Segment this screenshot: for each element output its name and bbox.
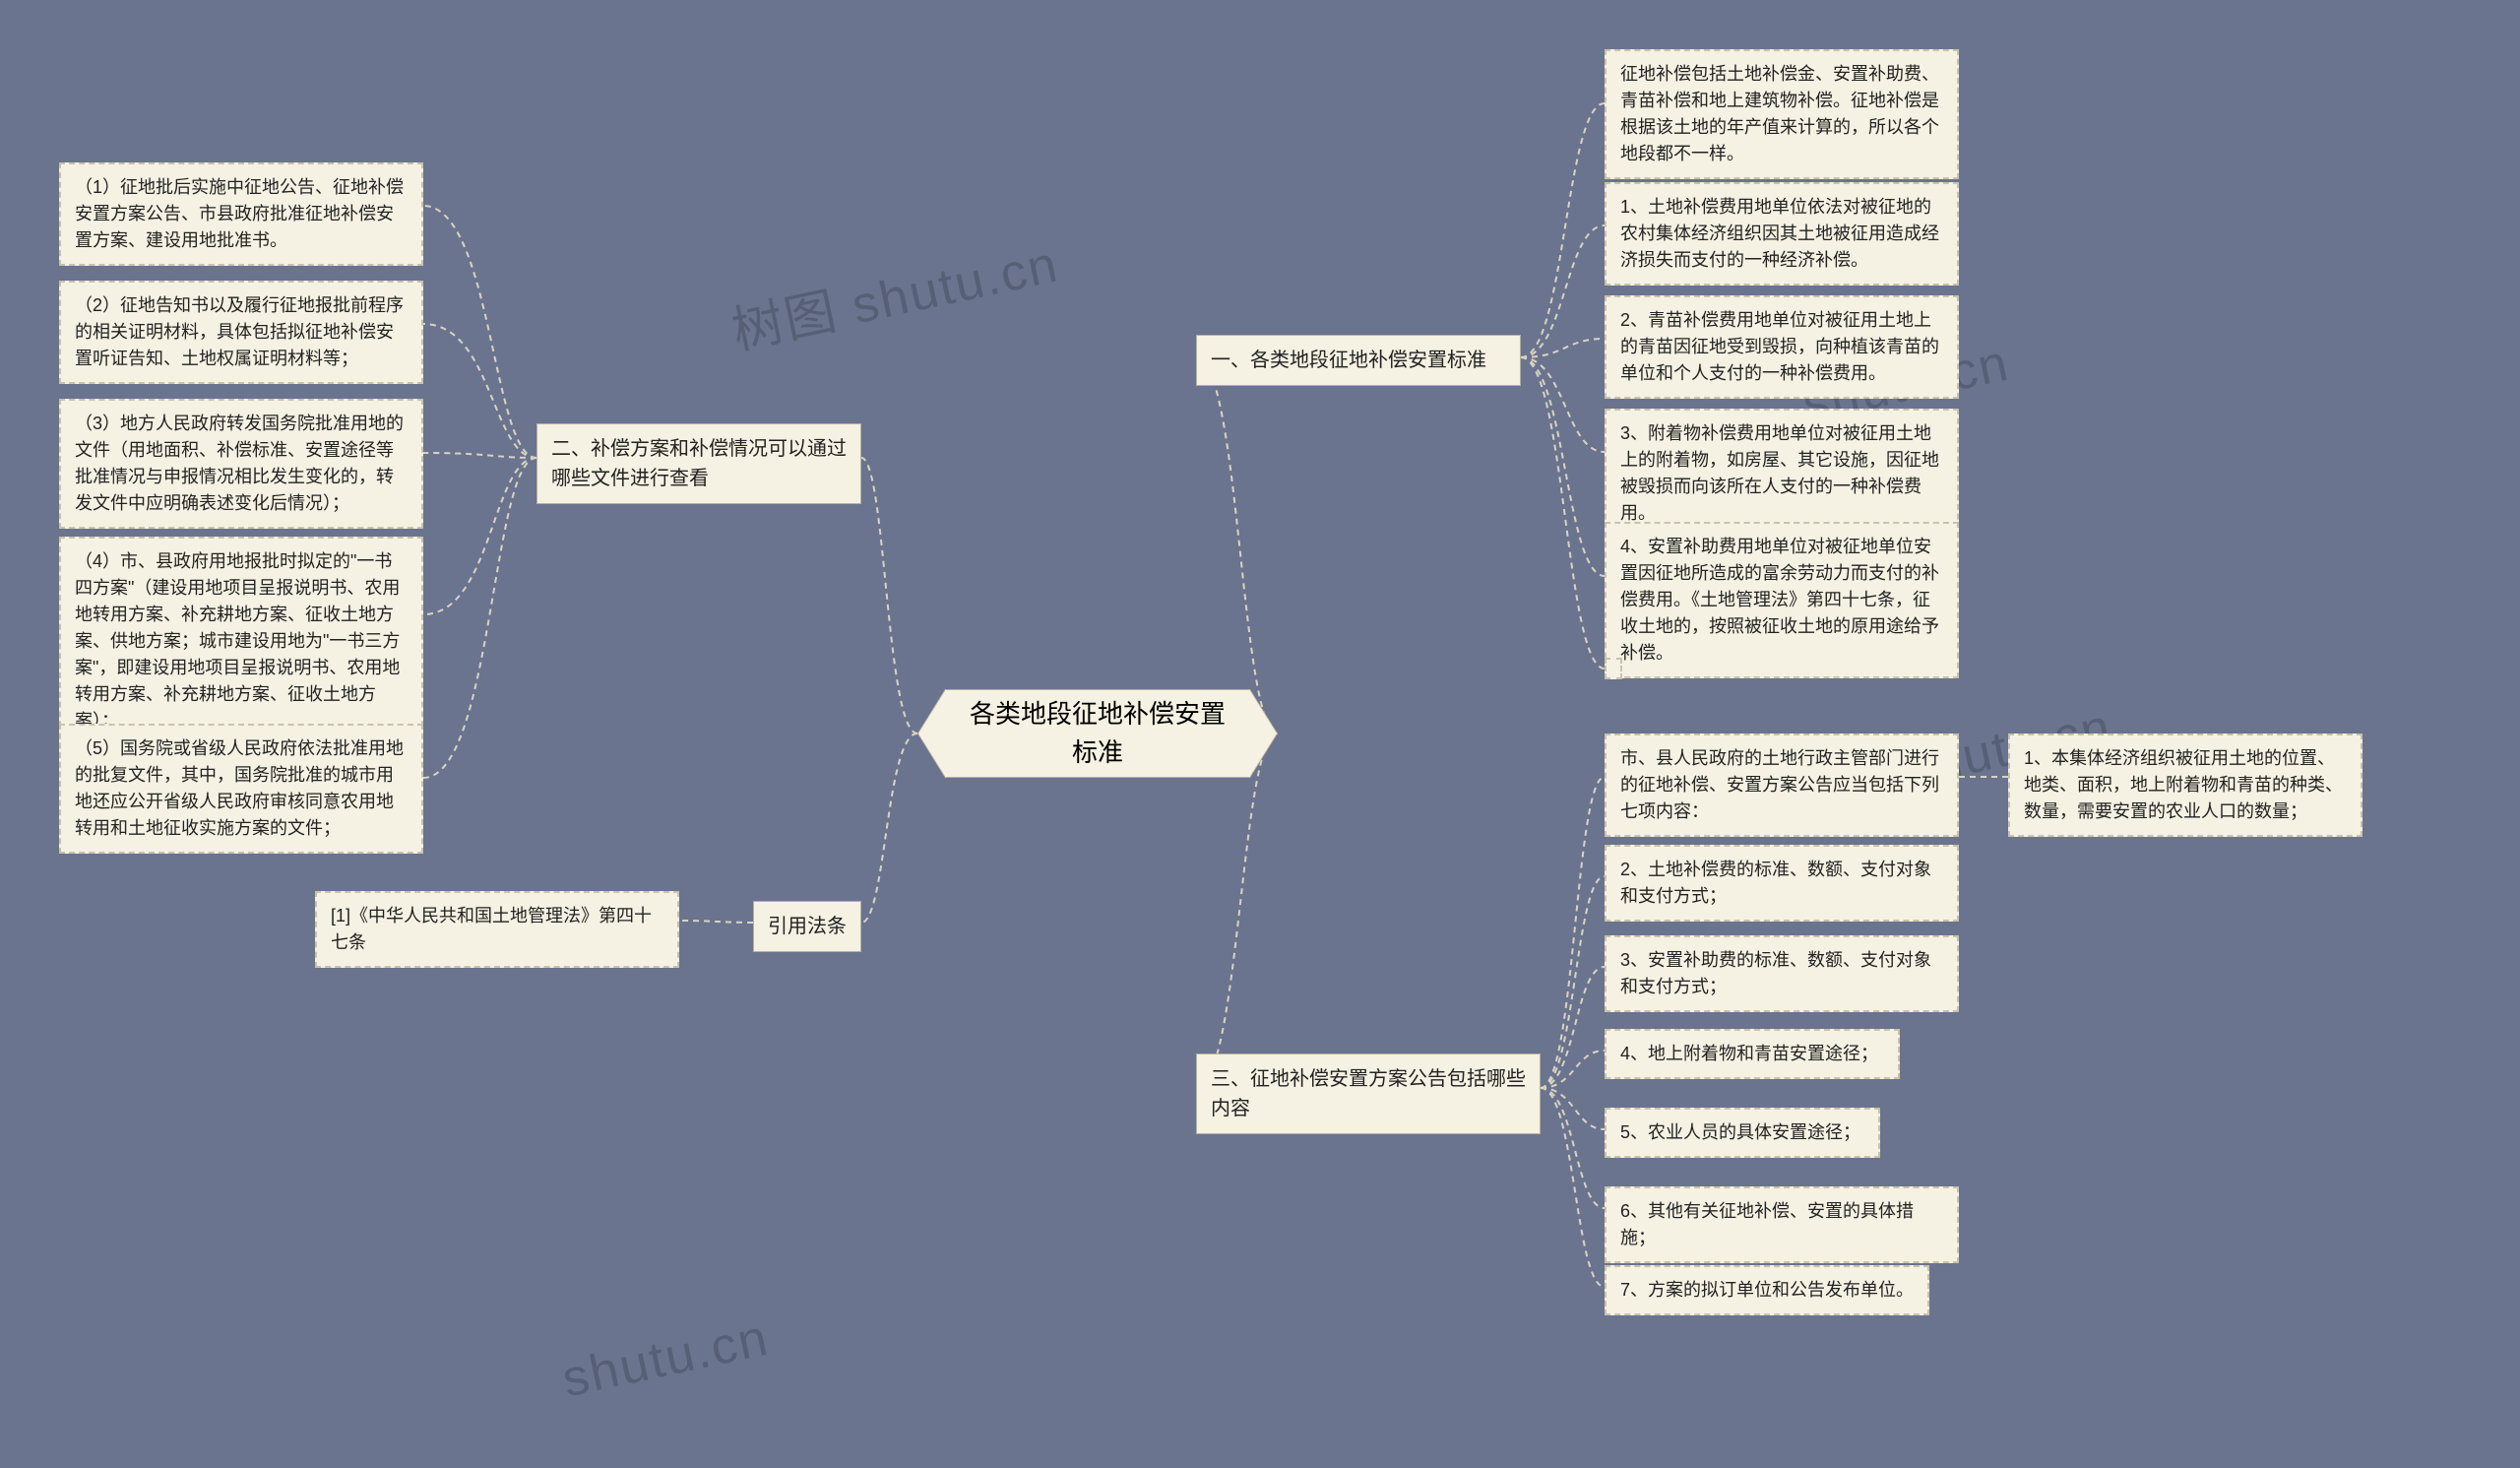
branch-label: 三、征地补偿安置方案公告包括哪些内容 [1211, 1068, 1526, 1119]
leaf-node: （3）地方人民政府转发国务院批准用地的文件（用地面积、补偿标准、安置途径等批准情… [59, 399, 423, 529]
leaf-node: （5）国务院或省级人民政府依法批准用地的批复文件，其中，国务院批准的城市用地还应… [59, 724, 423, 854]
leaf-text: 1、土地补偿费用地单位依法对被征地的农村集体经济组织因其土地被征用造成经济损失而… [1620, 197, 1939, 270]
leaf-text: 3、安置补助费的标准、数额、支付对象和支付方式； [1620, 950, 1931, 996]
branch-label: 二、补偿方案和补偿情况可以通过哪些文件进行查看 [551, 438, 847, 489]
leaf-node: 1、土地补偿费用地单位依法对被征地的农村集体经济组织因其土地被征用造成经济损失而… [1605, 182, 1959, 286]
leaf-text: （5）国务院或省级人民政府依法批准用地的批复文件，其中，国务院批准的城市用地还应… [75, 738, 404, 838]
branch-l1: 二、补偿方案和补偿情况可以通过哪些文件进行查看 [536, 423, 861, 504]
leaf-node: 3、安置补助费的标准、数额、支付对象和支付方式； [1605, 935, 1959, 1012]
leaf-node: 6、其他有关征地补偿、安置的具体措施； [1605, 1186, 1959, 1263]
leaf-text: 3、附着物补偿费用地单位对被征用土地上的附着物，如房屋、其它设施，因征地被毁损而… [1620, 423, 1939, 523]
leaf-node: 2、青苗补偿费用地单位对被征用土地上的青苗因征地受到毁损，向种植该青苗的单位和个… [1605, 295, 1959, 399]
leaf-text: 2、青苗补偿费用地单位对被征用土地上的青苗因征地受到毁损，向种植该青苗的单位和个… [1620, 310, 1939, 383]
leaf-text: 1、本集体经济组织被征用土地的位置、地类、面积，地上附着物和青苗的种类、数量，需… [2024, 748, 2343, 821]
leaf-text: 征地补偿包括土地补偿金、安置补助费、青苗补偿和地上建筑物补偿。征地补偿是根据该土… [1620, 64, 1939, 163]
leaf-node: 1、本集体经济组织被征用土地的位置、地类、面积，地上附着物和青苗的种类、数量，需… [2008, 734, 2362, 837]
leaf-node: 4、地上附着物和青苗安置途径； [1605, 1029, 1900, 1079]
leaf-node: 征地补偿包括土地补偿金、安置补助费、青苗补偿和地上建筑物补偿。征地补偿是根据该土… [1605, 49, 1959, 179]
leaf-text: [1]《中华人民共和国土地管理法》第四十七条 [331, 906, 652, 952]
leaf-node: （1）征地批后实施中征地公告、征地补偿安置方案公告、市县政府批准征地补偿安置方案… [59, 162, 423, 266]
branch-r2: 三、征地补偿安置方案公告包括哪些内容 [1196, 1053, 1541, 1134]
leaf-node: 市、县人民政府的土地行政主管部门进行的征地补偿、安置方案公告应当包括下列七项内容… [1605, 734, 1959, 837]
leaf-node: 7、方案的拟订单位和公告发布单位。 [1605, 1265, 1929, 1315]
leaf-node: 2、土地补偿费的标准、数额、支付对象和支付方式； [1605, 845, 1959, 922]
leaf-text: 4、安置补助费用地单位对被征地单位安置因征地所造成的富余劳动力而支付的补偿费用。… [1620, 537, 1939, 663]
leaf-node: 4、安置补助费用地单位对被征地单位安置因征地所造成的富余劳动力而支付的补偿费用。… [1605, 522, 1959, 678]
branch-r1: 一、各类地段征地补偿安置标准 [1196, 335, 1521, 386]
watermark: shutu.cn [557, 1308, 774, 1410]
leaf-text: 6、其他有关征地补偿、安置的具体措施； [1620, 1201, 1914, 1247]
leaf-text: （3）地方人民政府转发国务院批准用地的文件（用地面积、补偿标准、安置途径等批准情… [75, 414, 404, 513]
leaf-node: （4）市、县政府用地报批时拟定的"一书四方案"（建设用地项目呈报说明书、农用地转… [59, 537, 423, 746]
leaf-node: 3、附着物补偿费用地单位对被征用土地上的附着物，如房屋、其它设施，因征地被毁损而… [1605, 409, 1959, 539]
leaf-text: （1）征地批后实施中征地公告、征地补偿安置方案公告、市县政府批准征地补偿安置方案… [75, 177, 404, 250]
branch-label: 一、各类地段征地补偿安置标准 [1211, 350, 1486, 371]
leaf-node: [1]《中华人民共和国土地管理法》第四十七条 [315, 891, 679, 968]
leaf-text: 7、方案的拟订单位和公告发布单位。 [1620, 1280, 1914, 1300]
center-label: 各类地段征地补偿安置标准 [966, 695, 1229, 772]
leaf-node: 5、农业人员的具体安置途径； [1605, 1108, 1880, 1158]
leaf-text: 4、地上附着物和青苗安置途径； [1620, 1044, 1878, 1063]
mindmap-center: 各类地段征地补偿安置标准 [945, 689, 1250, 778]
leaf-text: 5、农业人员的具体安置途径； [1620, 1122, 1860, 1142]
branch-label: 引用法条 [768, 916, 847, 937]
branch-l2: 引用法条 [753, 901, 861, 952]
leaf-node: （2）征地告知书以及履行征地报批前程序的相关证明材料，具体包括拟征地补偿安置听证… [59, 281, 423, 384]
leaf-node-blank [1605, 658, 1622, 679]
leaf-text: （2）征地告知书以及履行征地报批前程序的相关证明材料，具体包括拟征地补偿安置听证… [75, 295, 404, 368]
leaf-text: 市、县人民政府的土地行政主管部门进行的征地补偿、安置方案公告应当包括下列七项内容… [1620, 748, 1939, 821]
leaf-text: （4）市、县政府用地报批时拟定的"一书四方案"（建设用地项目呈报说明书、农用地转… [75, 551, 400, 731]
watermark: 树图 shutu.cn [724, 223, 1064, 363]
leaf-text: 2、土地补偿费的标准、数额、支付对象和支付方式； [1620, 860, 1931, 906]
